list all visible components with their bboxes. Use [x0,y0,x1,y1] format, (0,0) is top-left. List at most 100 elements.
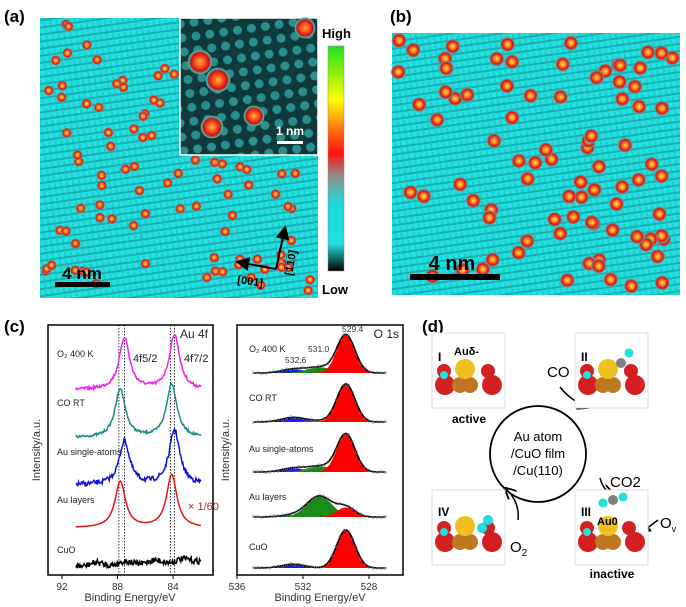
data-point [252,565,255,569]
data-point [285,367,288,371]
scale-annotation: × 1/60 [188,501,219,513]
cu-atom-sphere [595,534,611,550]
state-species-1: Auδ- [454,346,479,358]
series-label: Au single-atoms [57,447,122,457]
data-point [289,368,293,372]
data-point [371,371,375,374]
x-tick-label: 84 [168,582,180,593]
series-label: CO RT [249,393,277,403]
adatom [152,70,164,82]
data-point [322,494,326,498]
adatom [527,154,544,171]
fit-component [253,384,386,422]
adatom [588,69,605,86]
x-tick-label: 536 [229,582,246,593]
y-axis-label: Intensity/a.u. [220,419,232,481]
data-point [260,516,264,520]
data-point [280,467,284,471]
adatom [654,100,670,117]
chart-o1s: Intensity/a.u. Binding Energy/eV O 1s 53… [220,324,404,604]
adatom [226,209,238,221]
data-point [305,417,309,421]
data-point [264,471,268,475]
o-atom-sphere [578,532,598,552]
adatom [608,195,625,212]
adatom [270,188,282,200]
adatoms-inset [187,17,316,139]
adatom [75,202,87,214]
data-point [355,509,359,513]
peak-label: 4f5/2 [133,353,157,365]
series-label: Au layers [249,492,287,502]
adatom [612,57,629,74]
data-point [256,370,260,374]
adatom [172,167,184,179]
adatom [187,49,213,75]
adatom [201,272,213,283]
adatom [102,127,114,138]
adatom [546,211,563,228]
data-point [318,419,321,422]
adatom [438,60,455,77]
fit-component [253,367,386,373]
data-point [346,504,350,508]
series-label: O₂ 400 K [57,349,94,359]
data-point [359,362,363,366]
data-point [338,389,342,393]
data-point [301,505,305,509]
data-point [351,507,354,510]
au-atom-sphere [455,359,475,379]
data-point [285,467,288,471]
c-atom-sphere [616,358,626,368]
adatom [488,50,505,67]
adatom [411,96,428,113]
scale-label-a: 4 nm [62,264,102,283]
data-point [301,365,305,369]
data-point [280,564,284,568]
panel-d: (d) Au atom /CuO film /Cu(110) CO CO2 O2… [422,317,677,581]
adatom [128,220,140,232]
adatom [91,54,103,66]
o-atom-sphere [440,371,448,379]
data-point [313,465,317,468]
adatom [481,209,498,226]
data-point [305,466,309,470]
adatom [208,252,220,264]
o-atom-sphere [481,364,495,378]
fit-component [253,496,386,517]
adatoms-a [40,18,316,296]
data-point [309,564,313,568]
adatom [504,53,521,70]
o-atom-sphere [598,498,608,508]
adatom [245,272,257,283]
data-point [322,363,326,367]
label-ov: Ov [660,515,677,534]
o-atom-sphere [622,521,636,535]
series-label: O₂ 400 K [249,344,286,354]
data-point [318,364,321,367]
x-axis-label: Binding Energy/eV [84,592,176,604]
peak-label: 4f7/2 [184,353,208,365]
adatom [216,158,228,170]
data-point [355,352,359,356]
data-point [301,417,305,421]
adatom [651,206,668,222]
data-point [330,409,334,413]
data-point [305,366,309,370]
adatom [405,42,422,59]
data-point [272,470,276,474]
data-point [346,333,350,337]
series-label: CO RT [57,398,85,408]
adatom [583,128,600,144]
adatom [561,188,578,205]
data-point [305,501,309,505]
adatom [552,88,569,105]
data-point [318,566,321,569]
data-point [297,416,301,420]
panel-a: (a) 1 nm 4 nm [001] [1̅1̅0] High Low [4,7,351,298]
data-point [260,372,264,375]
data-point [334,544,338,548]
data-point [379,515,383,519]
data-point [256,514,260,518]
